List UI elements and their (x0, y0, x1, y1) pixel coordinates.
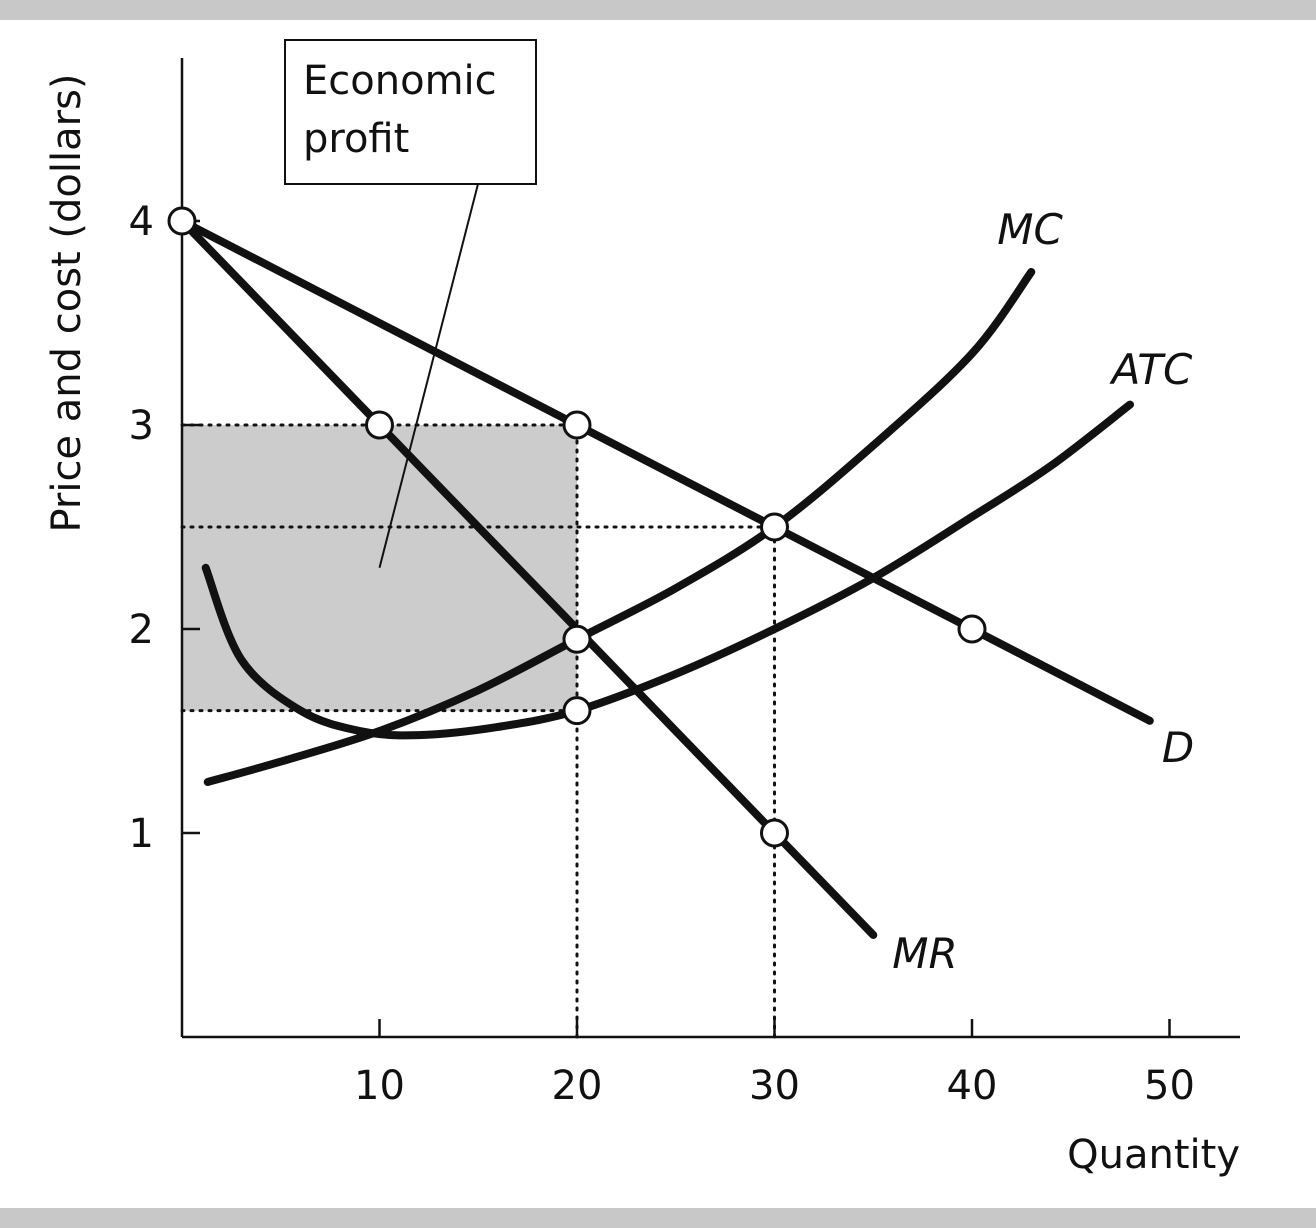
annotation-leader-line (378, 183, 479, 569)
marker-point-5 (562, 624, 592, 654)
x-axis-label: Quantity (1067, 1132, 1240, 1178)
curve-label-atc: ATC (1109, 345, 1193, 394)
marker-point-1 (365, 410, 394, 440)
x-tick-label-40: 40 (947, 1063, 998, 1109)
y-axis-label: Price and cost (dollars) (44, 73, 90, 532)
marker-point-3 (760, 512, 789, 542)
y-tick-label-3: 3 (129, 403, 154, 449)
curve-label-mc: MC (997, 205, 1063, 254)
y-tick-label-1: 1 (129, 811, 154, 857)
annotation-box (284, 39, 537, 185)
x-tick-label-20: 20 (552, 1063, 603, 1109)
curve-atc (201, 400, 1134, 740)
marker-point-0 (167, 206, 197, 236)
top-border-band (0, 0, 1316, 20)
y-tick-label-4: 4 (129, 199, 154, 245)
marker-point-2 (562, 410, 592, 440)
curve-mc (203, 268, 1036, 786)
marker-point-4 (957, 614, 987, 644)
annotation-line-2: profit (303, 116, 409, 162)
curve-label-d: D (1162, 723, 1194, 772)
marker-point-6 (562, 696, 592, 726)
x-tick-label-30: 30 (749, 1063, 800, 1109)
curve-d (178, 217, 1154, 725)
annotation-line-1: Economic (303, 58, 497, 104)
x-tick-label-50: 50 (1144, 1063, 1195, 1109)
x-tick-label-10: 10 (354, 1063, 405, 1109)
bottom-border-band (0, 1208, 1316, 1228)
y-tick-label-2: 2 (129, 607, 154, 653)
marker-point-7 (760, 818, 789, 848)
curve-label-mr: MR (892, 929, 957, 978)
